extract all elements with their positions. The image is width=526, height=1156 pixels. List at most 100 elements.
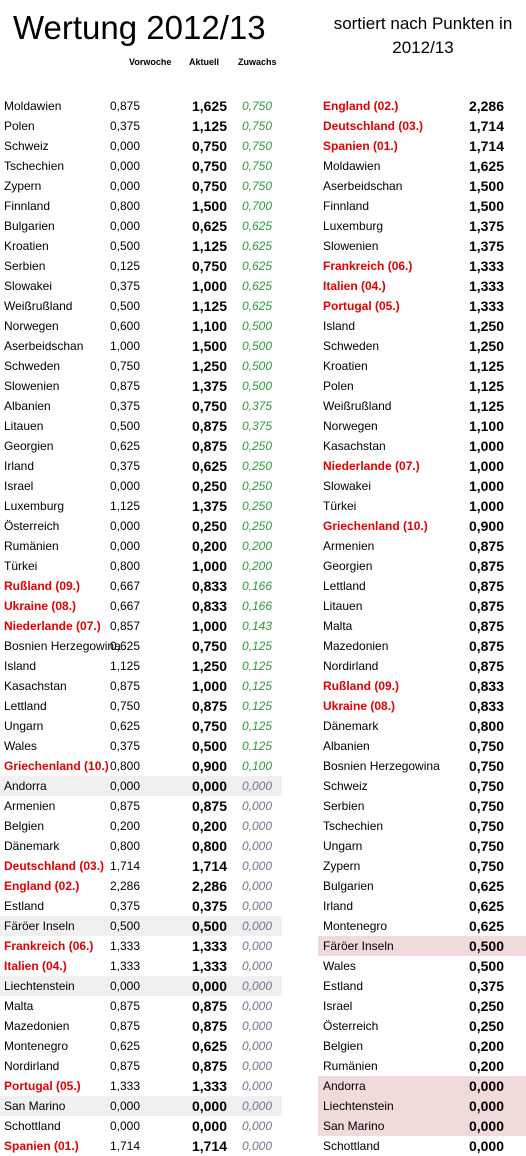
table-row: Albanien 0,750: [318, 736, 526, 756]
punkte-value: 0,625: [468, 878, 504, 894]
aktuell-value: 1,125: [191, 298, 227, 314]
punkte-value: 1,500: [468, 198, 504, 214]
table-row: Andorra 0,000: [318, 1076, 526, 1096]
country-name: Spanien (01.): [4, 1139, 79, 1153]
punkte-value: 1,000: [468, 458, 504, 474]
vorwoche-value: 1,333: [109, 939, 140, 953]
aktuell-value: 0,000: [191, 778, 227, 794]
table-row: Ukraine (08.) 0,667 0,833 0,166: [0, 596, 282, 616]
table-row: Weißrußland 0,500 1,125 0,625: [0, 296, 282, 316]
zuwachs-value: 0,500: [241, 359, 272, 373]
table-row: Rußland (09.) 0,667 0,833 0,166: [0, 576, 282, 596]
zuwachs-value: 0,143: [241, 619, 272, 633]
country-name: Tschechien: [323, 819, 384, 833]
country-name: Rumänien: [4, 539, 59, 553]
country-name: Färöer Inseln: [4, 919, 75, 933]
vorwoche-value: 0,875: [109, 1019, 140, 1033]
zuwachs-value: 0,000: [241, 939, 272, 953]
aktuell-value: 0,875: [191, 798, 227, 814]
aktuell-value: 0,000: [191, 1118, 227, 1134]
aktuell-value: 0,875: [191, 418, 227, 434]
punkte-value: 0,833: [468, 678, 504, 694]
punkte-value: 1,500: [468, 178, 504, 194]
zuwachs-value: 0,500: [241, 379, 272, 393]
ranking-table-by-gain: Moldawien 0,875 1,625 0,750 Polen 0,375 1,125 0…: [0, 96, 282, 1156]
country-name: Frankreich (06.): [323, 259, 413, 273]
vorwoche-value: 0,875: [109, 1059, 140, 1073]
country-name: Kroatien: [323, 359, 368, 373]
vorwoche-value: 0,750: [109, 359, 140, 373]
zuwachs-value: 0,250: [241, 439, 272, 453]
country-name: Spanien (01.): [323, 139, 398, 153]
table-row: Frankreich (06.) 1,333: [318, 256, 526, 276]
zuwachs-value: 0,166: [241, 579, 272, 593]
aktuell-value: 1,000: [191, 558, 227, 574]
country-name: Italien (04.): [323, 279, 386, 293]
vorwoche-value: 0,667: [109, 579, 140, 593]
country-name: Schweden: [323, 339, 380, 353]
aktuell-value: 0,000: [191, 1098, 227, 1114]
vorwoche-value: 0,375: [109, 899, 140, 913]
aktuell-value: 0,875: [191, 998, 227, 1014]
table-row: Spanien (01.) 1,714: [318, 136, 526, 156]
aktuell-value: 0,750: [191, 158, 227, 174]
punkte-value: 0,200: [468, 1058, 504, 1074]
aktuell-value: 1,333: [191, 938, 227, 954]
table-row: Rußland (09.) 0,833: [318, 676, 526, 696]
vorwoche-value: 0,750: [109, 699, 140, 713]
vorwoche-value: 0,500: [109, 419, 140, 433]
vorwoche-value: 0,000: [109, 159, 140, 173]
aktuell-value: 0,000: [191, 978, 227, 994]
punkte-value: 0,250: [468, 1018, 504, 1034]
country-name: Italien (04.): [4, 959, 67, 973]
aktuell-value: 0,875: [191, 438, 227, 454]
country-name: Schweiz: [323, 779, 368, 793]
table-row: Bulgarien 0,625: [318, 876, 526, 896]
aktuell-value: 0,800: [191, 838, 227, 854]
punkte-value: 0,750: [468, 798, 504, 814]
table-row: Kasachstan 0,875 1,000 0,125: [0, 676, 282, 696]
zuwachs-value: 0,250: [241, 459, 272, 473]
aktuell-value: 0,625: [191, 218, 227, 234]
aktuell-value: 0,875: [191, 1058, 227, 1074]
country-name: Armenien: [323, 539, 375, 553]
country-name: Andorra: [323, 1079, 366, 1093]
country-name: Portugal (05.): [323, 299, 400, 313]
vorwoche-value: 1,000: [109, 339, 140, 353]
vorwoche-value: 0,375: [109, 119, 140, 133]
country-name: Schottland: [323, 1139, 380, 1153]
country-name: Liechtenstein: [4, 979, 75, 993]
country-name: Aserbeidschan: [4, 339, 84, 353]
aktuell-value: 0,200: [191, 538, 227, 554]
aktuell-value: 0,500: [191, 918, 227, 934]
table-row: Schweden 0,750 1,250 0,500: [0, 356, 282, 376]
table-row: Schweiz 0,000 0,750 0,750: [0, 136, 282, 156]
vorwoche-value: 0,000: [109, 519, 140, 533]
country-name: Island: [4, 659, 37, 673]
country-name: England (02.): [4, 879, 80, 893]
table-row: Wales 0,375 0,500 0,125: [0, 736, 282, 756]
table-row: Irland 0,375 0,625 0,250: [0, 456, 282, 476]
zuwachs-value: 0,625: [241, 279, 272, 293]
country-name: Türkei: [4, 559, 38, 573]
table-row: Malta 0,875: [318, 616, 526, 636]
table-row: Polen 0,375 1,125 0,750: [0, 116, 282, 136]
country-name: Zypern: [323, 859, 361, 873]
country-name: Serbien: [4, 259, 46, 273]
country-name: Moldawien: [4, 99, 62, 113]
punkte-value: 0,500: [468, 958, 504, 974]
aktuell-value: 0,250: [191, 518, 227, 534]
aktuell-value: 0,750: [191, 398, 227, 414]
table-row: Aserbeidschan 1,500: [318, 176, 526, 196]
table-row: England (02.) 2,286 2,286 0,000: [0, 876, 282, 896]
table-row: Andorra 0,000 0,000 0,000: [0, 776, 282, 796]
punkte-value: 1,000: [468, 438, 504, 454]
punkte-value: 0,250: [468, 998, 504, 1014]
country-name: Polen: [323, 379, 354, 393]
country-name: Bulgarien: [323, 879, 374, 893]
aktuell-value: 1,100: [191, 318, 227, 334]
table-row: Griechenland (10.) 0,900: [318, 516, 526, 536]
table-row: Österreich 0,250: [318, 1016, 526, 1036]
vorwoche-value: 0,625: [109, 439, 140, 453]
zuwachs-value: 0,500: [241, 339, 272, 353]
